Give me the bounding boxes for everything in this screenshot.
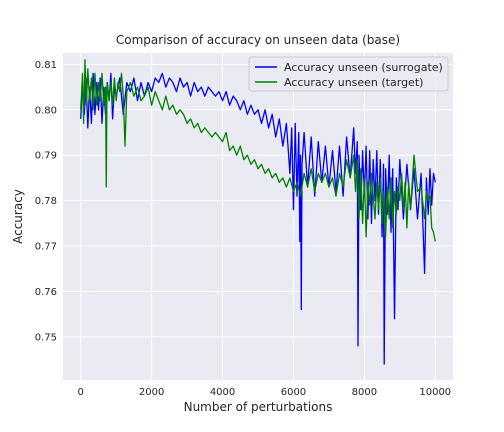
y-tick-label: 0.77 <box>35 242 57 253</box>
series-line-target <box>80 59 436 242</box>
y-tick-label: 0.79 <box>35 151 57 162</box>
legend-label-target: Accuracy unseen (target) <box>284 76 423 89</box>
x-tick-label: 2000 <box>139 387 164 398</box>
y-tick-label: 0.78 <box>35 196 57 207</box>
x-tick-label: 8000 <box>352 387 377 398</box>
y-axis-label: Accuracy <box>11 189 25 244</box>
x-tick-label: 4000 <box>210 387 235 398</box>
x-tick-label: 10000 <box>419 387 451 398</box>
y-tick-label: 0.80 <box>35 105 57 116</box>
x-tick-labels: 0 2000 4000 6000 8000 10000 <box>78 387 452 398</box>
x-tick-label: 0 <box>78 387 84 398</box>
y-tick-label: 0.75 <box>35 332 57 343</box>
plot-area <box>63 53 453 380</box>
x-axis-label: Number of perturbations <box>184 400 333 414</box>
y-tick-label: 0.81 <box>35 60 57 71</box>
series-line-surrogate <box>80 72 436 365</box>
x-tick-label: 6000 <box>281 387 306 398</box>
legend-box <box>248 56 449 92</box>
y-tick-labels: 0.75 0.76 0.77 0.78 0.79 0.80 0.81 <box>35 60 57 343</box>
y-tick-label: 0.76 <box>35 287 57 298</box>
chart-title: Comparison of accuracy on unseen data (b… <box>116 33 400 47</box>
legend: Accuracy unseen (surrogate) Accuracy uns… <box>248 56 449 92</box>
legend-label-surrogate: Accuracy unseen (surrogate) <box>284 61 443 74</box>
series-layer <box>80 59 436 365</box>
